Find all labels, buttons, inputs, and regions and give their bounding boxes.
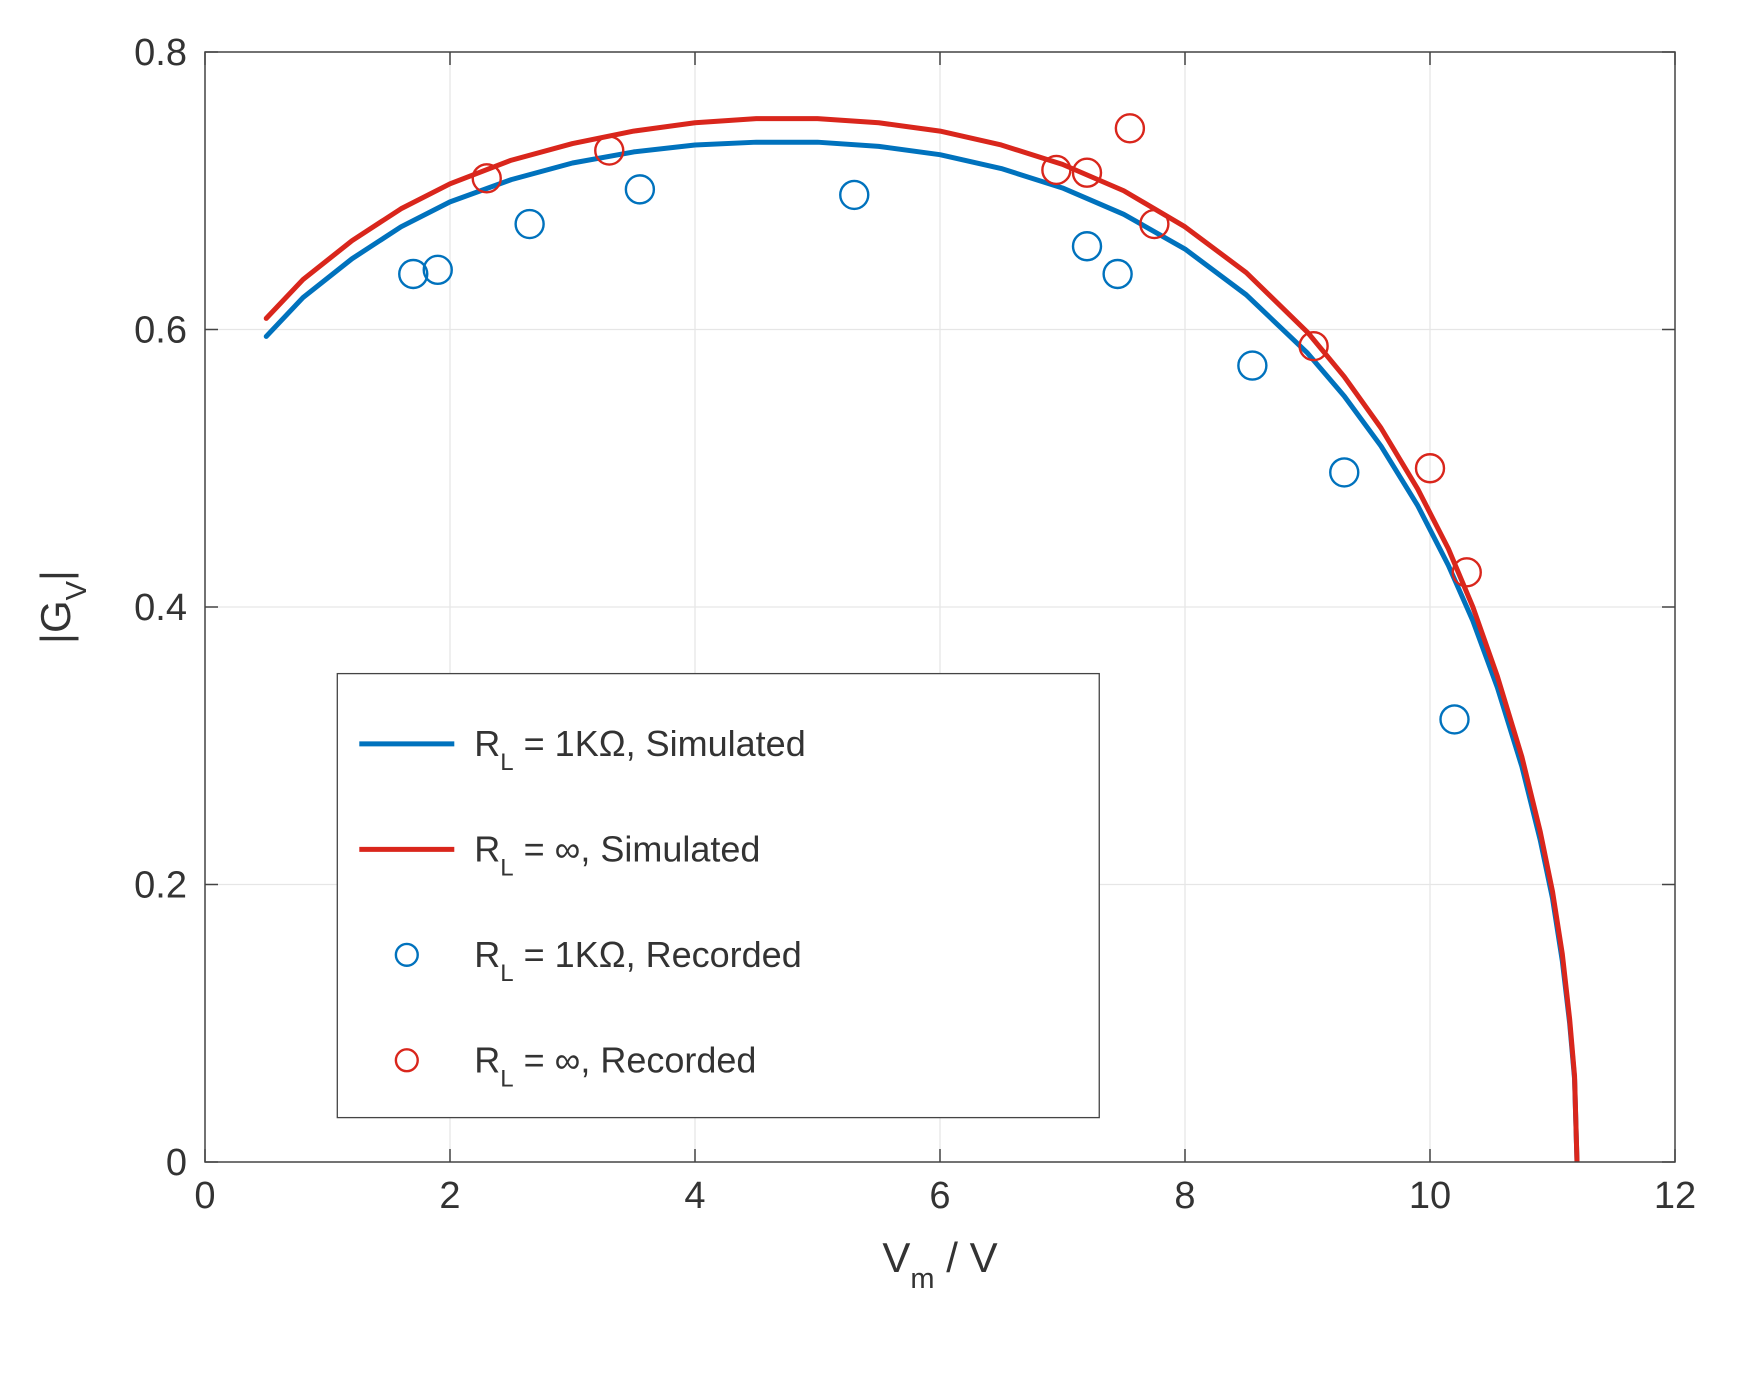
x-tick-label: 10 xyxy=(1409,1175,1451,1217)
x-tick-label: 4 xyxy=(684,1175,705,1217)
y-tick-label: 0.8 xyxy=(134,32,187,74)
x-tick-label: 0 xyxy=(194,1175,215,1217)
y-axis-label: |GV| xyxy=(32,570,93,644)
y-tick-label: 0.6 xyxy=(134,310,187,352)
x-tick-label: 6 xyxy=(929,1175,950,1217)
x-axis-label: Vm / V xyxy=(882,1234,997,1295)
y-tick-label: 0.4 xyxy=(134,587,187,629)
x-tick-label: 12 xyxy=(1654,1175,1696,1217)
y-tick-label: 0.2 xyxy=(134,865,187,907)
legend: RL = 1KΩ, SimulatedRL = ∞, SimulatedRL =… xyxy=(337,674,1099,1118)
y-tick-label: 0 xyxy=(166,1142,187,1184)
x-tick-label: 2 xyxy=(439,1175,460,1217)
gain-vs-vm-chart: 0 2 4 6 8 10 12 0 0.2 0.4 0.6 0.8 Vm / V |GV| RL = 1KΩ… xyxy=(0,0,1753,1379)
x-tick-label: 8 xyxy=(1174,1175,1195,1217)
